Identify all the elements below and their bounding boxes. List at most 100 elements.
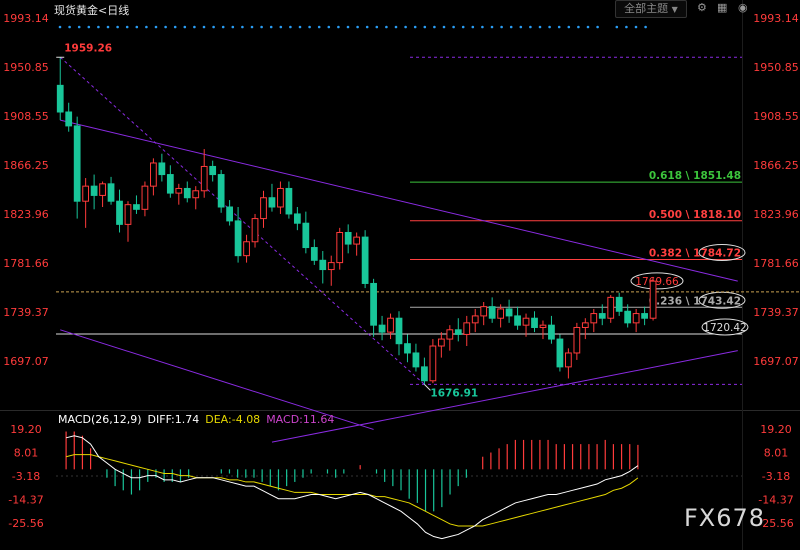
event-marker-dot [58,25,62,29]
fib-level-label: 0.500 \ 1818.10 [649,209,741,221]
candle-body [429,345,437,382]
candle-body [302,222,310,249]
candle-body [124,204,132,225]
price-axis-tick: 1993.14 [753,12,799,25]
event-marker-dot [557,25,561,29]
trendline [271,350,738,443]
candle-body [166,174,174,194]
retracement-connector [59,56,425,385]
event-marker-dot [327,25,331,29]
event-marker-dot [250,25,254,29]
event-marker-dot [337,25,340,29]
event-marker-dot [279,25,283,29]
price-axis-tick: 1823.96 [753,208,799,221]
settings-icon[interactable]: ⚙ [697,1,707,14]
candle-body [310,247,318,261]
candle-body [141,185,149,210]
event-marker-dot [317,25,321,29]
candle-body [285,187,293,215]
event-marker-dot [173,25,177,29]
price-axis-tick-left: 1781.66 [3,257,49,270]
theme-button-label: 全部主题 [624,2,669,15]
candle-body [268,197,276,208]
candle-body [632,313,640,324]
event-marker-dot [221,25,225,29]
event-marker-dot [106,25,110,29]
event-marker-dot [260,25,263,29]
timeframe-selector[interactable]: <日线 [98,4,130,17]
candle-body [641,313,648,319]
candle-body [514,315,521,326]
event-marker-dot [644,25,647,29]
candle-body [158,162,166,176]
candle-body [361,236,369,284]
candle-body [234,220,242,257]
theme-button[interactable]: 全部主题 ▼ [615,0,687,18]
candle-body [471,315,479,324]
event-marker-dot [385,25,388,29]
candle-body [175,187,183,194]
candle-body [624,310,632,324]
candle-body [590,313,598,324]
candle-body [565,352,572,368]
trendline [60,119,738,282]
event-marker-dot [625,25,628,29]
fib-level-label: 0.382 \ 1784.72 [649,247,741,259]
event-marker-dot [154,25,158,29]
event-marker-dot [212,25,215,29]
event-marker-dot [404,25,407,29]
candle-body [421,366,428,382]
event-marker-dot [135,25,139,29]
high-annotation: 1959.26 [64,42,112,54]
price-axis-tick: 1781.66 [753,257,799,270]
dea-line [65,454,639,527]
event-marker-dot [509,25,513,29]
candle-body [446,329,454,340]
watermark-logo: FX678 [684,504,766,532]
candle-body [217,174,225,208]
price-axis-tick: 1739.37 [753,306,799,319]
event-marker-dot [97,25,100,29]
candle-body [598,313,606,319]
candle-body [463,322,471,335]
support-highlight [701,318,749,336]
price-axis-tick-left: 1823.96 [3,208,49,221]
candle-body [336,231,344,264]
event-marker-dot [567,25,571,29]
candle-body [209,165,217,176]
candle-body [73,125,81,202]
candle-body [556,338,564,368]
macd-axis-tick: -3.18 [762,470,790,483]
event-marker-dot [145,25,148,29]
candle-body [56,84,64,113]
candle-body [581,322,589,328]
event-marker-dot [394,25,398,29]
candle-body [378,324,386,333]
candle-body [116,200,123,225]
layout-icon[interactable]: ▦ [717,1,728,14]
candle-body [370,282,377,326]
price-axis-tick-left: 1866.25 [3,159,49,172]
candle-body [293,213,301,224]
candle-body [607,296,615,319]
event-marker-dot [413,25,417,29]
event-marker-dot [183,25,187,29]
candle-body [395,317,403,345]
eye-icon[interactable]: ◉ [738,1,748,14]
candle-body [531,317,538,328]
low-marker [424,384,431,391]
event-marker-dot [365,25,369,29]
event-marker-dot [193,25,196,29]
candle-body [200,165,208,192]
candle-body [404,343,411,354]
macd-axis-tick: -25.56 [758,517,793,530]
event-marker-dot [442,25,446,29]
event-marker-dot [298,25,302,29]
fib-level-label: 0.618 \ 1851.48 [649,170,741,182]
event-marker-dot [423,25,427,29]
candle-body [412,352,420,368]
candle-body [548,324,555,340]
event-marker-dot [269,25,273,29]
candle-body [192,190,200,199]
